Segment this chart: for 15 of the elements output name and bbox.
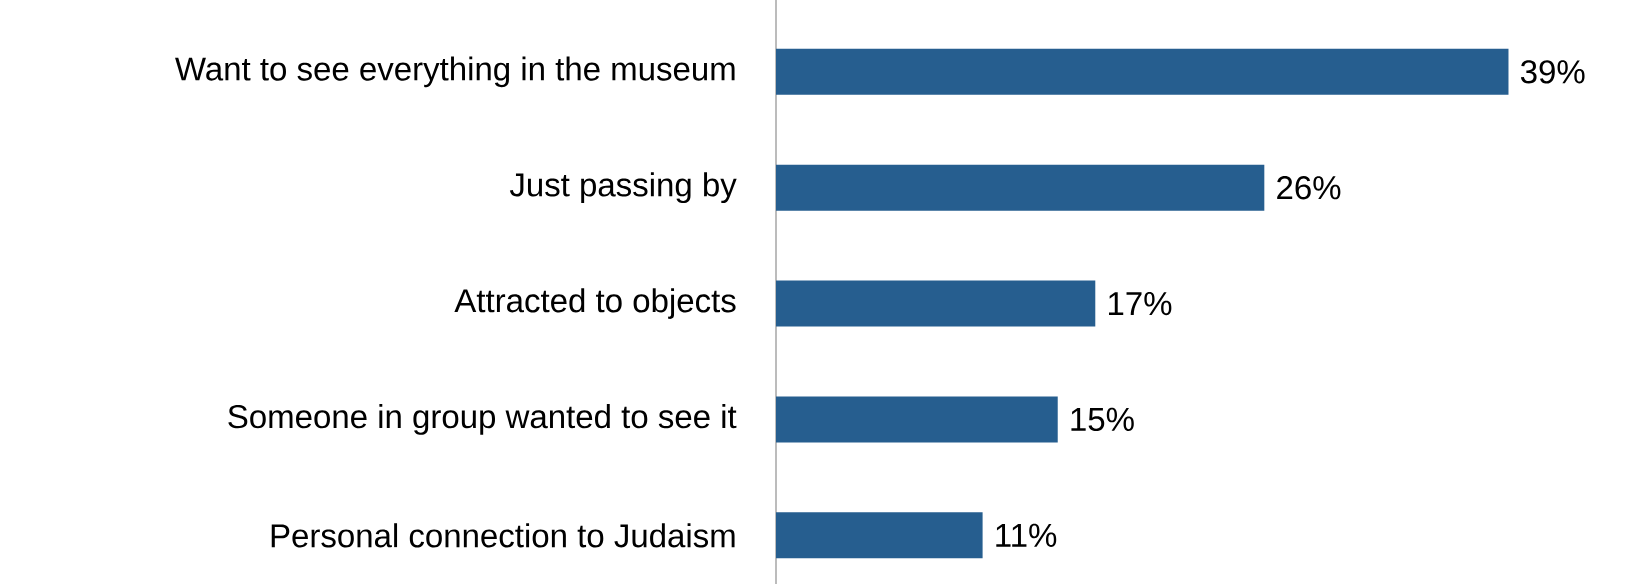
bar: [776, 280, 1096, 327]
data-label: 11%: [996, 523, 1057, 547]
y-tick-label: Want to see everything in the museum: [175, 56, 735, 88]
data-label: 26%: [1277, 176, 1341, 200]
y-tick-label: Personal connection to Judaism: [271, 523, 735, 548]
y-tick-label: Just passing by: [509, 172, 737, 204]
data-label: 39%: [1520, 60, 1585, 84]
data-label: 17%: [1109, 292, 1172, 316]
bar: [776, 48, 1509, 95]
bar: [776, 512, 983, 559]
data-label: 15%: [1071, 407, 1134, 432]
bar: [776, 164, 1265, 211]
bar: [776, 396, 1058, 443]
y-tick-label: Attracted to objects: [454, 288, 736, 319]
y-tick-label: Someone in group wanted to see it: [228, 404, 737, 435]
